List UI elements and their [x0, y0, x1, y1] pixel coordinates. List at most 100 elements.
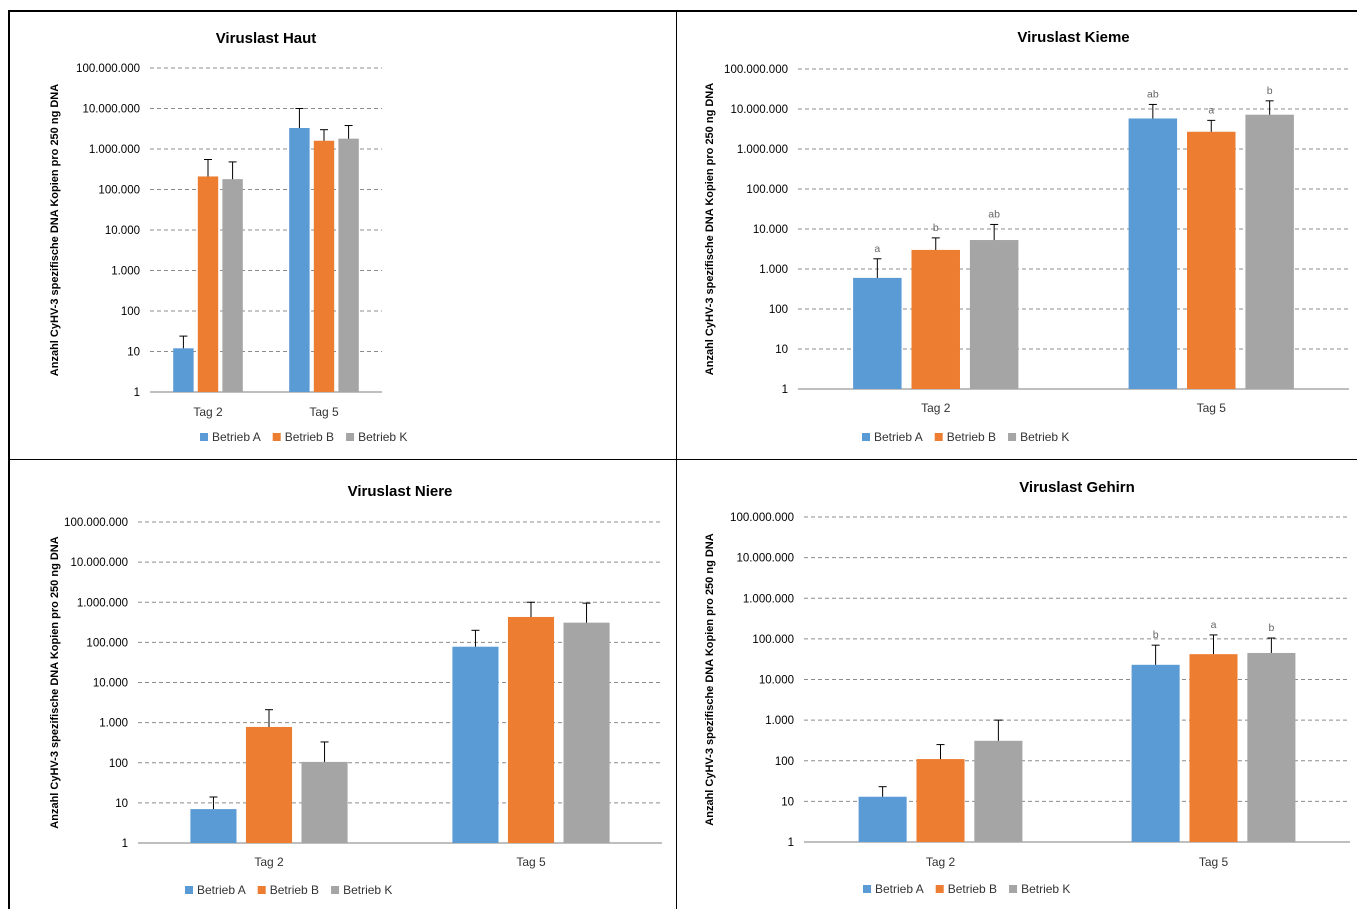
- bar: [197, 176, 219, 392]
- significance-label: b: [1267, 85, 1273, 97]
- chart-panel-niere: Viruslast Niere Anzahl CyHV-3 spezifische…: [8, 460, 677, 909]
- y-tick-label: 100.000.000: [724, 64, 788, 76]
- y-axis-label: Anzahl CyHV-3 spezifische DNA Kopien pro…: [49, 536, 61, 828]
- bar: [974, 740, 1023, 842]
- significance-label: a: [874, 243, 880, 255]
- y-tick-label: 10.000.000: [70, 557, 128, 569]
- chart-title: Viruslast Kieme: [1017, 29, 1129, 46]
- x-category-label: Tag 5: [516, 855, 546, 869]
- y-tick-label: 100.000.000: [730, 512, 794, 524]
- legend-swatch: [1009, 885, 1018, 893]
- legend-swatch: [346, 433, 355, 441]
- legend-label: Betrieb K: [1021, 882, 1070, 896]
- y-tick-label: 100.000: [98, 185, 140, 197]
- chart-title: Viruslast Niere: [348, 483, 453, 500]
- y-tick-label: 1: [788, 837, 794, 849]
- legend-label: Betrieb B: [947, 430, 996, 444]
- bar: [222, 179, 243, 392]
- legend-label: Betrieb A: [212, 430, 261, 444]
- bar: [338, 138, 359, 392]
- x-category-label: Tag 2: [254, 855, 284, 869]
- y-tick-label: 1.000: [759, 264, 788, 276]
- y-tick-label: 100.000: [752, 634, 794, 646]
- legend-swatch: [331, 886, 340, 894]
- bar: [289, 128, 310, 392]
- y-axis-label: Anzahl CyHV-3 spezifische DNA Kopien pro…: [704, 83, 716, 375]
- legend-swatch: [934, 433, 943, 441]
- y-tick-label: 1: [782, 384, 788, 396]
- legend-label: Betrieb K: [343, 883, 392, 897]
- legend-swatch: [862, 433, 870, 441]
- bar: [313, 140, 335, 392]
- bar: [1131, 664, 1180, 842]
- legend-swatch: [200, 433, 208, 441]
- x-category-label: Tag 5: [309, 405, 339, 419]
- legend-label: Betrieb K: [358, 430, 407, 444]
- y-tick-label: 10.000: [93, 678, 128, 690]
- legend-label: Betrieb B: [948, 882, 997, 896]
- legend-swatch: [185, 886, 193, 894]
- y-tick-label: 10: [127, 347, 140, 359]
- y-tick-label: 1.000.000: [737, 144, 788, 156]
- significance-label: ab: [988, 208, 1000, 220]
- bar: [563, 622, 610, 843]
- bar: [1245, 114, 1294, 390]
- bar: [853, 277, 902, 389]
- significance-label: b: [933, 222, 939, 234]
- bar: [1187, 131, 1236, 389]
- chart-panel-kieme: Viruslast Kieme Anzahl CyHV-3 spezifische…: [677, 10, 1357, 460]
- chart-kieme: Viruslast Kieme Anzahl CyHV-3 spezifische…: [704, 29, 1349, 444]
- significance-label: ab: [1147, 88, 1159, 100]
- y-tick-label: 10.000.000: [730, 104, 788, 116]
- legend-swatch: [1008, 433, 1017, 441]
- y-tick-label: 10: [115, 798, 128, 810]
- bar: [245, 726, 293, 843]
- y-tick-label: 100: [121, 306, 140, 318]
- legend-label: Betrieb B: [270, 883, 319, 897]
- y-tick-label: 1: [122, 838, 128, 850]
- y-tick-label: 1.000: [765, 715, 794, 727]
- x-category-label: Tag 5: [1197, 401, 1227, 415]
- significance-label: b: [1153, 629, 1159, 641]
- bar: [1247, 652, 1296, 842]
- legend-swatch: [272, 433, 281, 441]
- legend-label: Betrieb B: [285, 430, 334, 444]
- y-tick-label: 10.000: [753, 224, 788, 236]
- y-tick-label: 10.000.000: [82, 104, 140, 116]
- y-tick-label: 1.000: [99, 718, 128, 730]
- y-tick-label: 10: [775, 344, 788, 356]
- y-tick-label: 10.000: [759, 675, 794, 687]
- y-axis-label: Anzahl CyHV-3 spezifische DNA Kopien pro…: [49, 84, 61, 376]
- bar: [858, 796, 907, 842]
- bar: [1189, 654, 1238, 842]
- significance-label: a: [1211, 619, 1217, 631]
- bar: [911, 249, 960, 389]
- y-tick-label: 100.000.000: [64, 517, 128, 529]
- bar: [916, 759, 965, 842]
- x-category-label: Tag 2: [193, 405, 223, 419]
- chart-title: Viruslast Gehirn: [1019, 479, 1135, 496]
- y-tick-label: 100: [109, 758, 128, 770]
- chart-panel-haut: Viruslast Haut Anzahl CyHV-3 spezifische …: [8, 10, 677, 460]
- legend-label: Betrieb A: [875, 882, 924, 896]
- y-tick-label: 1.000: [111, 266, 140, 278]
- legend-swatch: [863, 885, 871, 893]
- y-tick-label: 10: [781, 796, 794, 808]
- bar: [301, 761, 348, 843]
- y-tick-label: 100.000: [746, 184, 788, 196]
- legend-label: Betrieb K: [1020, 430, 1069, 444]
- x-category-label: Tag 5: [1199, 855, 1229, 869]
- y-tick-label: 1.000.000: [743, 593, 794, 605]
- bar: [452, 646, 499, 843]
- bar: [190, 809, 237, 843]
- significance-label: a: [1208, 104, 1214, 116]
- bar: [969, 240, 1019, 389]
- legend-label: Betrieb A: [197, 883, 246, 897]
- chart-gehirn: Viruslast Gehirn Anzahl CyHV-3 spezifisch…: [704, 479, 1350, 896]
- y-tick-label: 1.000.000: [77, 597, 128, 609]
- y-tick-label: 10.000.000: [736, 553, 794, 565]
- y-tick-label: 100.000: [86, 637, 128, 649]
- bar: [173, 348, 194, 392]
- legend-swatch: [257, 886, 266, 894]
